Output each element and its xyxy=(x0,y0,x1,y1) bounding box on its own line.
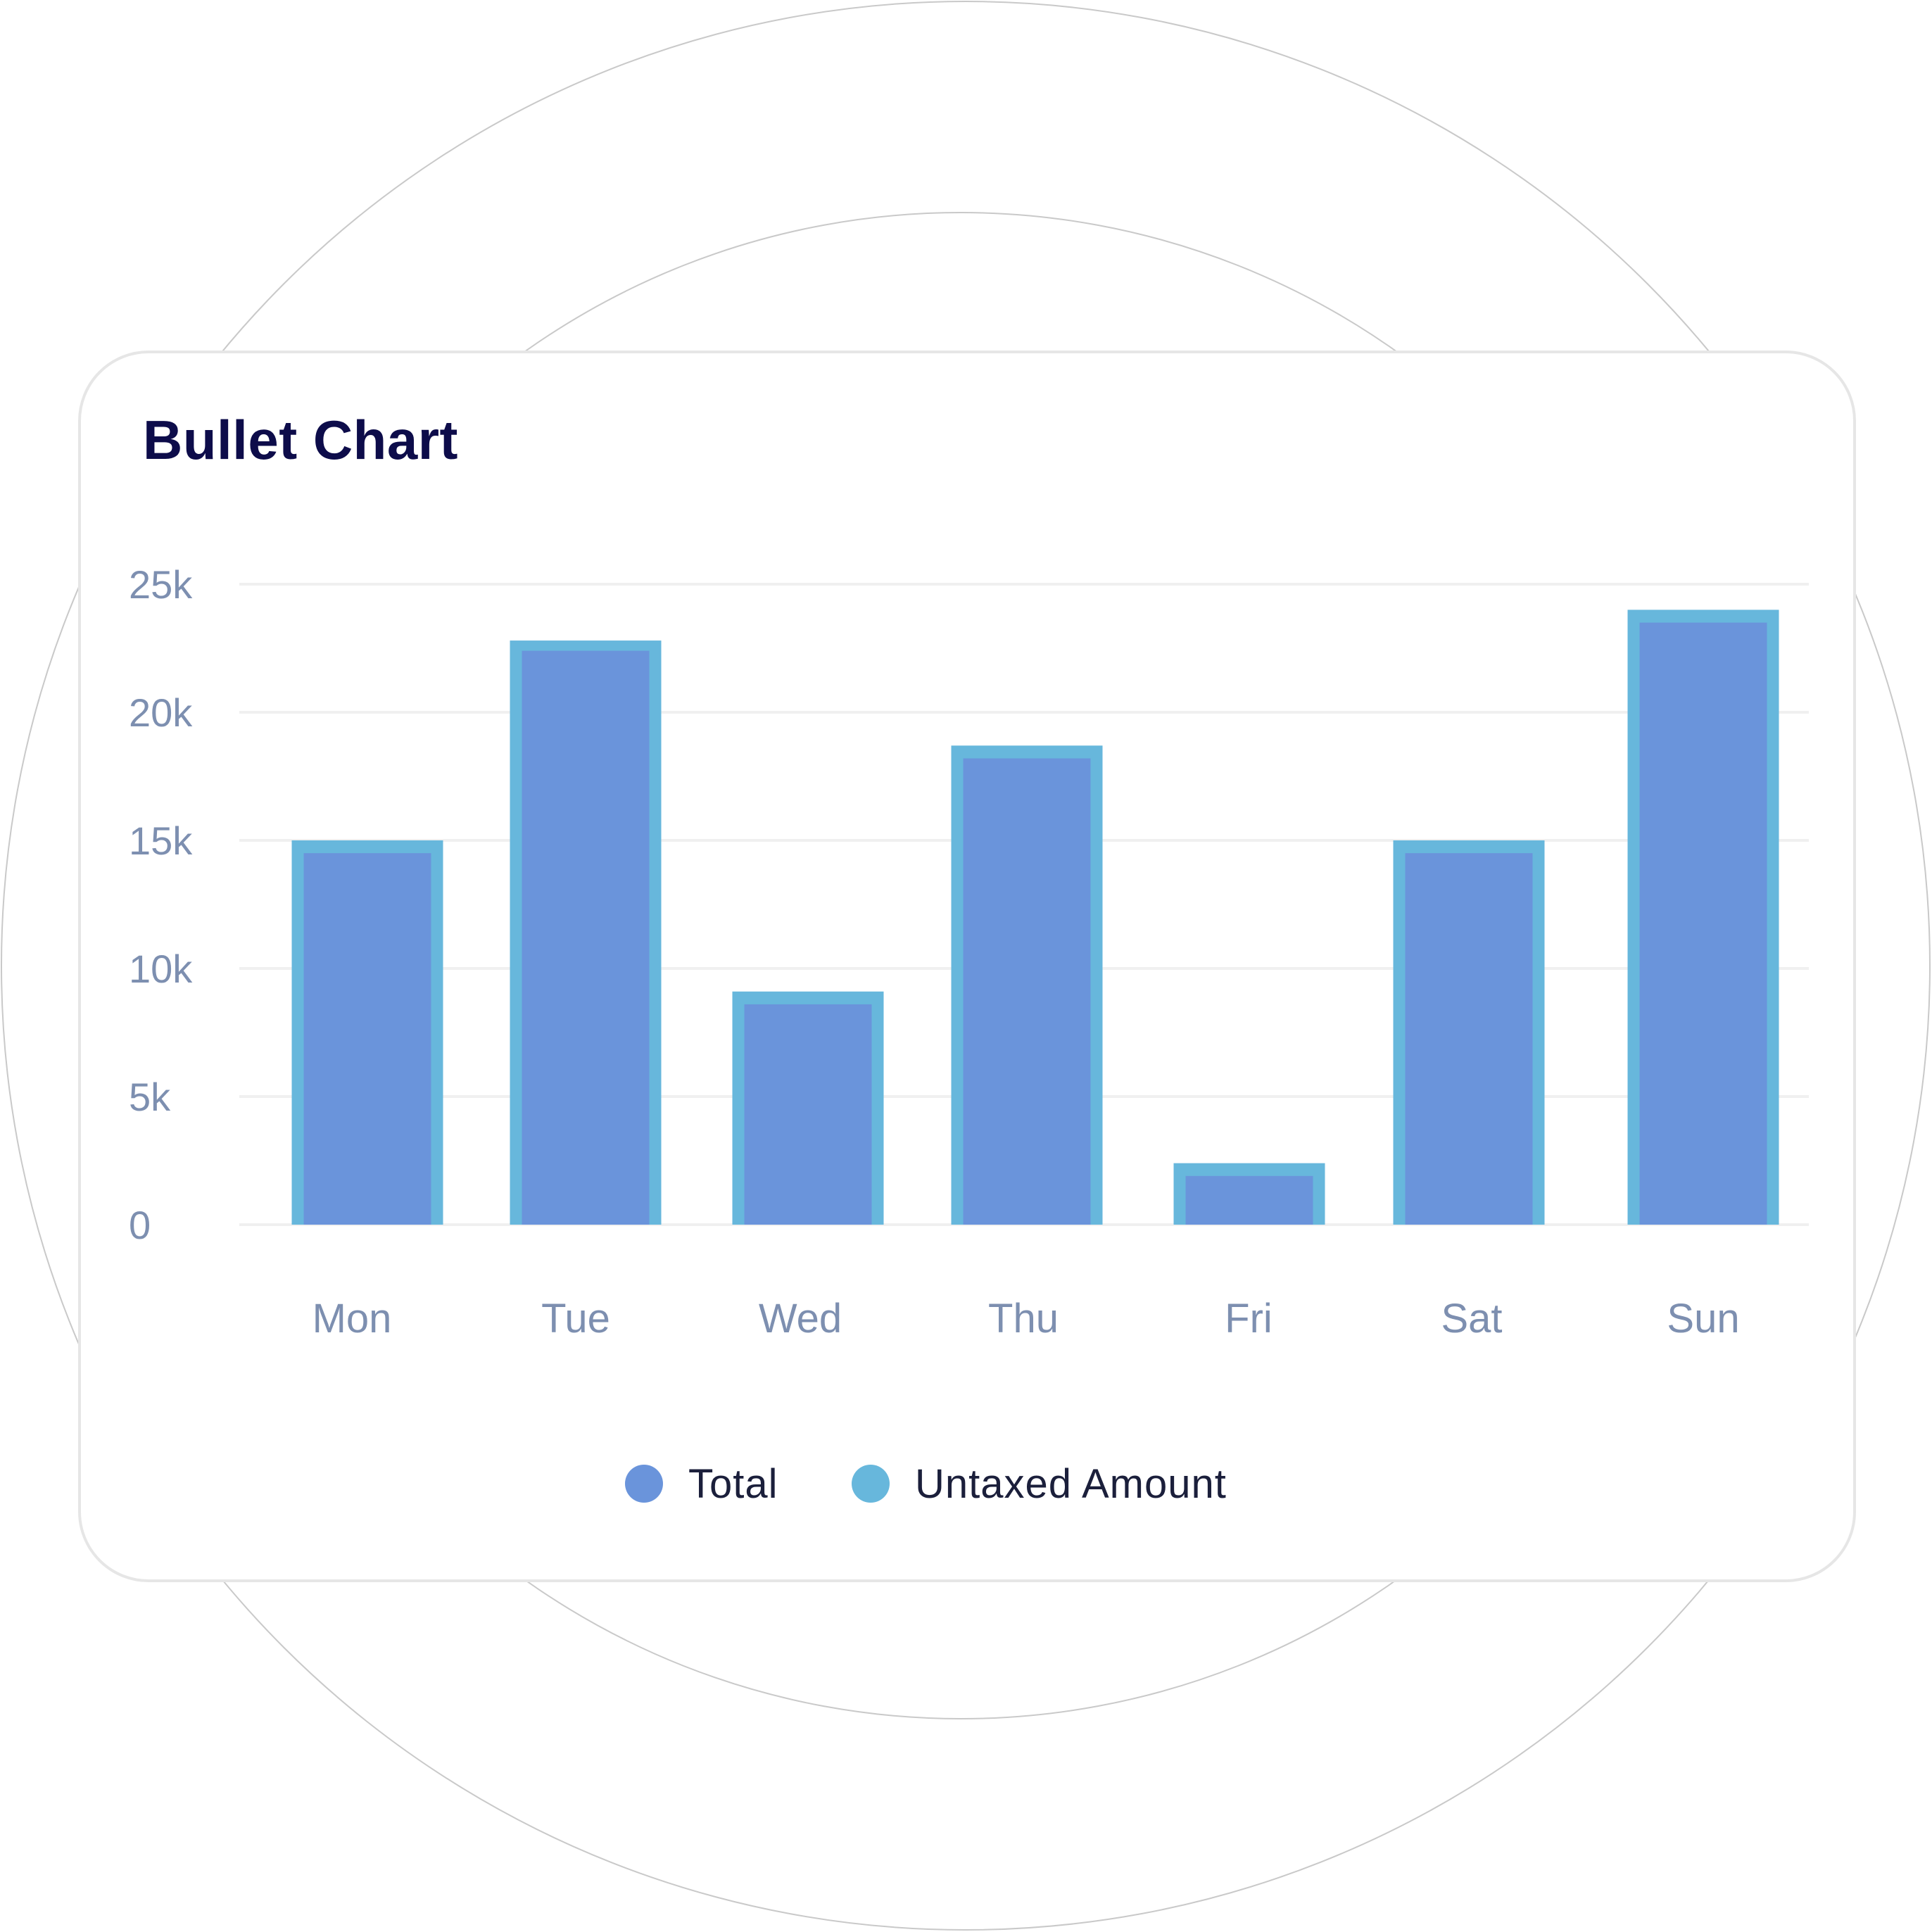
y-axis-ticks: 0 5k 10k 15k 20k 25k xyxy=(129,562,193,1247)
x-tick-label: Wed xyxy=(759,1296,842,1341)
legend-item-untaxed-amount[interactable]: Untaxed Amount xyxy=(852,1456,1227,1512)
x-tick-label: Fri xyxy=(1225,1296,1273,1341)
x-tick-label: Sun xyxy=(1667,1296,1739,1341)
x-axis-ticks: Mon Tue Wed Thu Fri Sat Sun xyxy=(312,1296,1740,1341)
y-tick-label: 0 xyxy=(129,1203,151,1247)
legend-label-untaxed-amount: Untaxed Amount xyxy=(915,1460,1227,1507)
bar-total xyxy=(1185,1175,1313,1225)
legend-item-total[interactable]: Total xyxy=(625,1456,778,1512)
legend-dot-untaxed-amount xyxy=(852,1465,890,1503)
bar-total xyxy=(744,1004,872,1225)
bar-total xyxy=(522,650,650,1225)
bar-total xyxy=(1405,853,1533,1225)
x-tick-label: Mon xyxy=(312,1296,392,1341)
legend: Total Untaxed Amount xyxy=(0,1456,1932,1512)
bar-total xyxy=(963,758,1091,1225)
legend-label-total: Total xyxy=(688,1460,778,1507)
bar-total xyxy=(303,853,431,1225)
y-tick-label: 15k xyxy=(129,819,193,863)
bars xyxy=(291,610,1779,1225)
chart-title: Bullet Chart xyxy=(143,409,459,471)
x-tick-label: Thu xyxy=(988,1296,1059,1341)
y-tick-label: 5k xyxy=(129,1075,171,1119)
y-tick-label: 25k xyxy=(129,562,193,607)
legend-dot-total xyxy=(625,1465,663,1503)
bar-total xyxy=(1639,622,1767,1225)
y-tick-label: 20k xyxy=(129,690,193,735)
x-tick-label: Tue xyxy=(541,1296,610,1341)
y-tick-label: 10k xyxy=(129,947,193,991)
x-tick-label: Sat xyxy=(1441,1296,1502,1341)
